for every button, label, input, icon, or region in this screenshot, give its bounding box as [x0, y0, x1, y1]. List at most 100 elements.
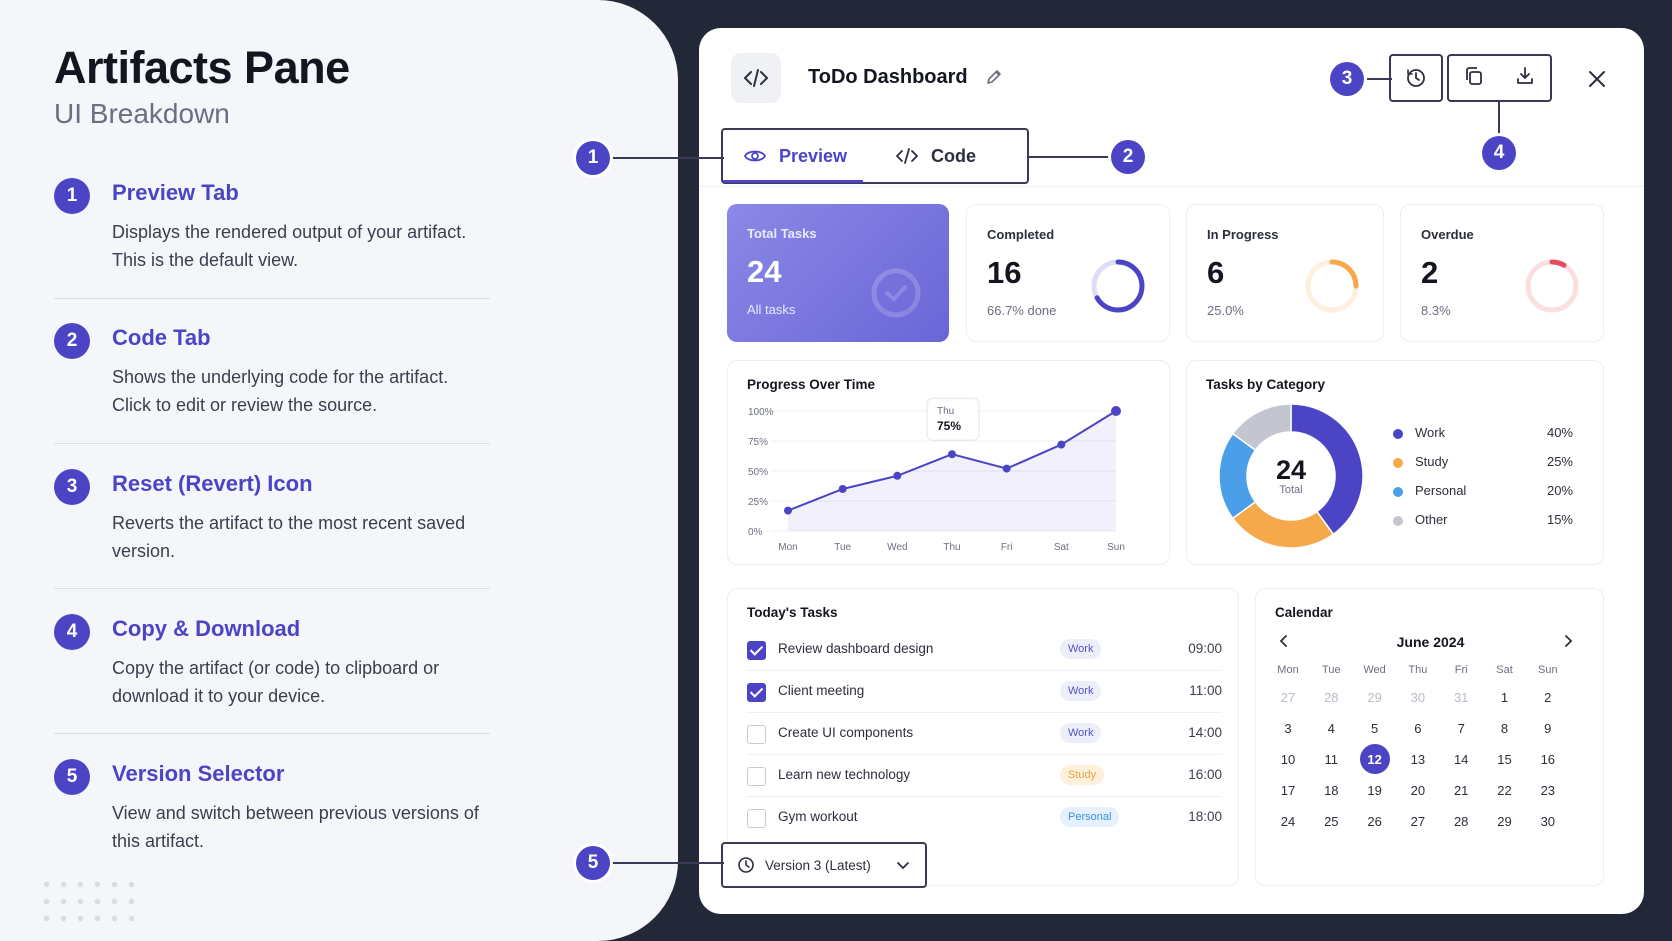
- calendar-day[interactable]: 9: [1544, 720, 1552, 736]
- download-icon: [1516, 66, 1533, 84]
- calendar-day[interactable]: 22: [1497, 782, 1512, 798]
- tab-preview[interactable]: Preview: [722, 130, 864, 183]
- stat-sub: All tasks: [747, 302, 796, 317]
- panel-title: Tasks by Category: [1206, 377, 1326, 392]
- task-category-badge: Work: [1060, 639, 1102, 659]
- artifact-title: ToDo Dashboard: [808, 66, 968, 88]
- chart-tooltip: Thu 75%: [926, 397, 980, 441]
- x-tick-label: Thu: [943, 542, 960, 553]
- stat-label: In Progress: [1207, 227, 1279, 242]
- calendar-day[interactable]: 1: [1500, 689, 1509, 705]
- calendar-day[interactable]: 29: [1367, 689, 1382, 705]
- tooltip-value: 75%: [937, 419, 961, 433]
- download-button[interactable]: [1514, 65, 1536, 92]
- task-row: Create UI components Work 14:00: [747, 713, 1222, 755]
- calendar-day[interactable]: 30: [1410, 689, 1426, 705]
- calendar-day[interactable]: 27: [1410, 813, 1426, 829]
- y-tick-label: 0%: [748, 527, 763, 538]
- stat-value: 2: [1421, 255, 1439, 290]
- calendar-day[interactable]: 25: [1324, 813, 1339, 829]
- calendar-day[interactable]: 17: [1280, 782, 1296, 798]
- calendar-day[interactable]: 6: [1414, 720, 1422, 736]
- calendar-day[interactable]: 2: [1544, 689, 1552, 705]
- calendar-day[interactable]: 28: [1453, 813, 1469, 829]
- task-name: Gym workout: [778, 809, 858, 824]
- calendar-day[interactable]: 20: [1410, 782, 1426, 798]
- calendar-day[interactable]: 7: [1457, 720, 1465, 736]
- calendar-day[interactable]: 27: [1280, 689, 1296, 705]
- code-icon: [731, 53, 781, 103]
- task-category-badge: Work: [1060, 681, 1102, 701]
- task-checkbox[interactable]: [747, 641, 766, 660]
- task-row: Gym workout Personal 18:00: [747, 797, 1222, 839]
- callout-line: [610, 157, 724, 159]
- tab-code[interactable]: Code: [895, 130, 976, 182]
- task-checkbox[interactable]: [747, 683, 766, 702]
- task-checkbox[interactable]: [747, 767, 766, 786]
- calendar-day[interactable]: 13: [1410, 751, 1426, 767]
- chevron-right-icon: [1565, 635, 1573, 647]
- calendar-day[interactable]: 30: [1540, 813, 1556, 829]
- copy-icon: [1466, 66, 1483, 85]
- calendar-next-button[interactable]: [1560, 633, 1576, 654]
- chevron-down-icon: [897, 862, 909, 870]
- calendar-day[interactable]: 4: [1327, 720, 1335, 736]
- weekday-label: Wed: [1363, 664, 1386, 676]
- pencil-icon[interactable]: [985, 68, 1003, 91]
- stat-sub: 25.0%: [1207, 303, 1244, 318]
- ring-fill: [1091, 259, 1145, 313]
- calendar-day[interactable]: 11: [1324, 751, 1339, 767]
- calendar-day[interactable]: 14: [1453, 751, 1469, 767]
- code-icon: [896, 148, 918, 164]
- data-point: [893, 471, 902, 480]
- calendar-day[interactable]: 19: [1367, 782, 1382, 798]
- calendar-day[interactable]: 3: [1284, 720, 1292, 736]
- task-checkbox[interactable]: [747, 725, 766, 744]
- panel-title: Calendar: [1275, 605, 1333, 620]
- y-tick-label: 100%: [748, 407, 774, 418]
- task-checkbox[interactable]: [747, 809, 766, 828]
- calendar-day[interactable]: 28: [1324, 689, 1339, 705]
- calendar-day[interactable]: 15: [1497, 751, 1512, 767]
- tooltip-day: Thu: [937, 406, 954, 417]
- tab-label: Preview: [779, 145, 848, 166]
- calendar-day[interactable]: 10: [1280, 751, 1296, 767]
- legend-label: Personal: [1415, 483, 1467, 498]
- progress-ring: [1305, 259, 1359, 313]
- calendar-day[interactable]: 16: [1540, 751, 1556, 767]
- callout-line: [1029, 156, 1113, 158]
- ring-fill: [1305, 259, 1359, 313]
- reset-button[interactable]: [1389, 54, 1443, 102]
- calendar-day[interactable]: 31: [1453, 689, 1469, 705]
- callout-line: [1364, 78, 1392, 80]
- legend-value: 40%: [1546, 425, 1573, 440]
- stat-sub: 66.7% done: [987, 303, 1057, 318]
- calendar-day[interactable]: 21: [1453, 782, 1469, 798]
- data-point: [838, 485, 847, 493]
- feature-number: 2: [54, 323, 90, 359]
- task-name: Create UI components: [778, 725, 914, 740]
- calendar-day[interactable]: 24: [1280, 813, 1296, 829]
- calendar-day[interactable]: 5: [1370, 720, 1379, 736]
- data-point: [1111, 406, 1121, 416]
- data-point: [784, 506, 792, 515]
- calendar-day[interactable]: 26: [1367, 813, 1382, 829]
- calendar-day[interactable]: 29: [1497, 813, 1512, 829]
- version-selector[interactable]: Version 3 (Latest): [721, 842, 927, 888]
- x-tick-label: Fri: [1001, 542, 1013, 553]
- ring-track: [1525, 259, 1579, 313]
- calendar-day[interactable]: 8: [1500, 720, 1509, 736]
- copy-button[interactable]: [1463, 65, 1485, 92]
- calendar-day[interactable]: 12: [1359, 744, 1390, 774]
- feature-description: Copy the artifact (or code) to clipboard…: [112, 658, 440, 706]
- explanation-panel: Artifacts Pane UI Breakdown 1 Preview Ta…: [0, 0, 678, 941]
- donut-slice-other: [1231, 403, 1292, 452]
- legend-value: 20%: [1546, 483, 1573, 498]
- close-button[interactable]: [1586, 68, 1608, 95]
- legend-item: Other 15%: [1393, 510, 1573, 530]
- artifact-pane: ToDo Dashboard Preview Code Total Tasks …: [699, 28, 1644, 914]
- calendar-prev-button[interactable]: [1276, 633, 1292, 654]
- callout-2: 2: [1111, 140, 1145, 174]
- calendar-day[interactable]: 23: [1540, 782, 1556, 798]
- calendar-day[interactable]: 18: [1324, 782, 1339, 798]
